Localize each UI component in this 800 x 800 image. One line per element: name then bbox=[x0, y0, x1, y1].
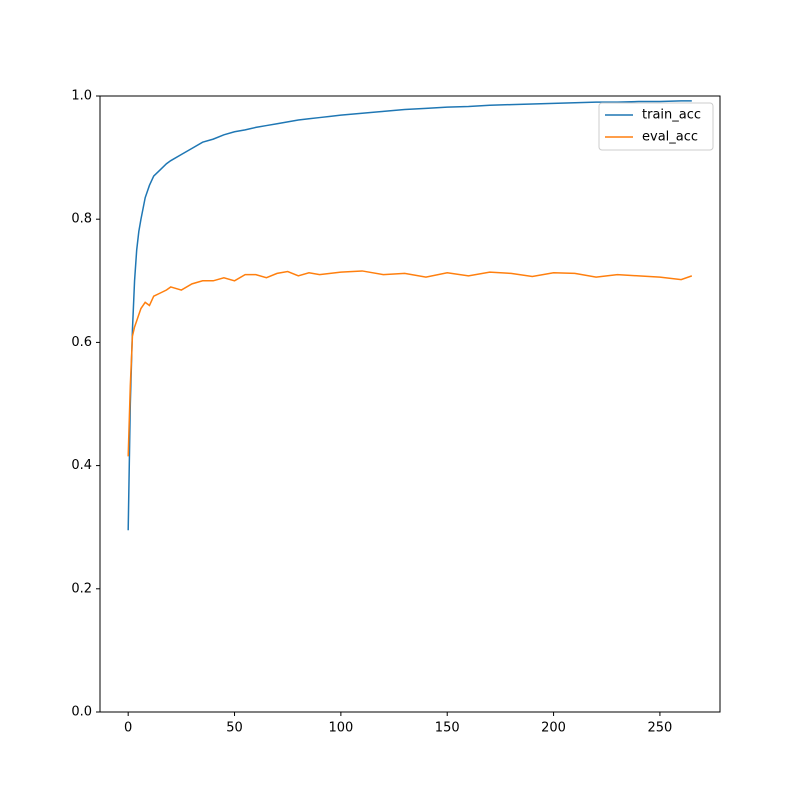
y-tick-label: 0.0 bbox=[71, 705, 92, 720]
y-tick-label: 1.0 bbox=[71, 89, 92, 104]
x-tick-label: 150 bbox=[435, 721, 460, 736]
y-tick-label: 0.2 bbox=[71, 581, 92, 596]
x-tick-label: 200 bbox=[541, 721, 566, 736]
plot-frame bbox=[99, 95, 721, 713]
x-tick-label: 50 bbox=[226, 721, 243, 736]
line bbox=[127, 100, 692, 531]
y-tick-label: 0.6 bbox=[71, 335, 92, 350]
x-tick-label: 250 bbox=[648, 721, 673, 736]
y-tick-label: 0.8 bbox=[71, 212, 92, 227]
x-tick-label: 0 bbox=[124, 721, 132, 736]
legend-label: eval_acc bbox=[642, 130, 698, 145]
legend-label: train_acc bbox=[642, 108, 701, 123]
x-tick-label: 100 bbox=[328, 721, 353, 736]
y-tick-label: 0.4 bbox=[71, 458, 92, 473]
line bbox=[127, 270, 693, 457]
